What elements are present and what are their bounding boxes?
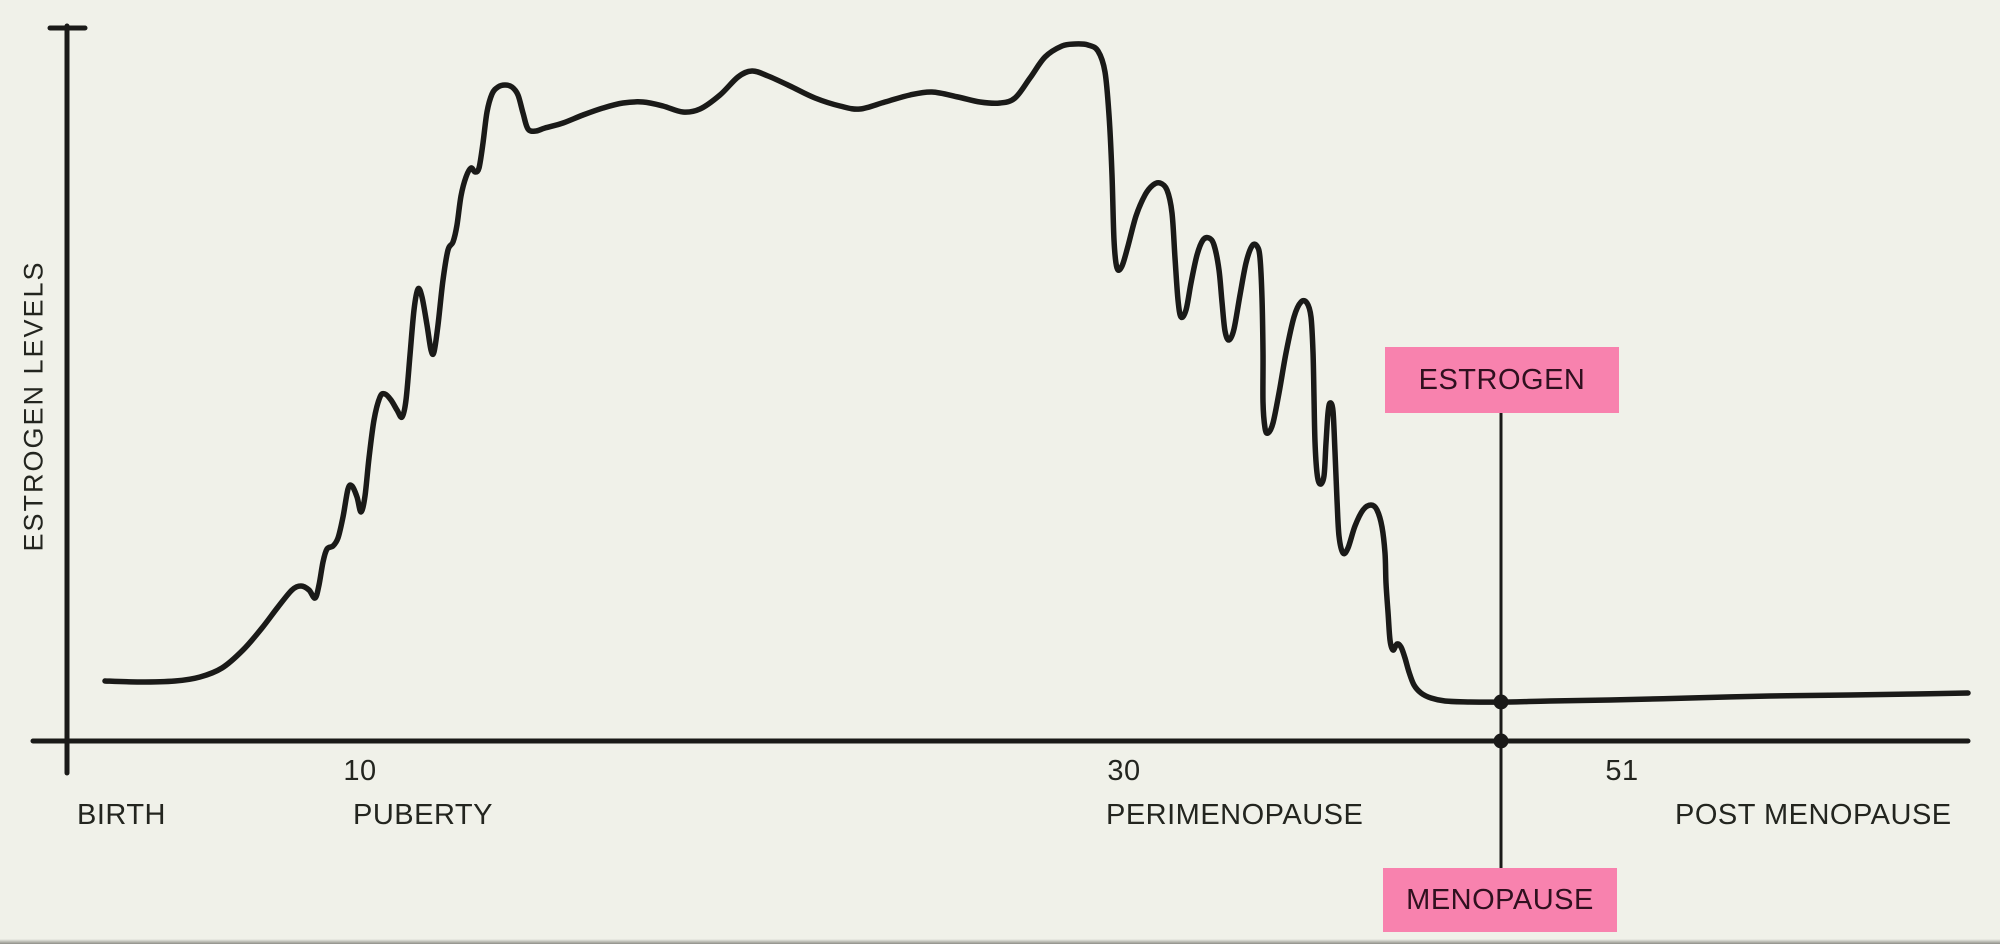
axis-marker-dot	[1493, 733, 1509, 749]
stage-label: PUBERTY	[353, 799, 493, 831]
estrogen-curve	[102, 41, 1971, 705]
stage-label: PERIMENOPAUSE	[1106, 799, 1364, 831]
estrogen-tag: ESTROGEN	[1385, 347, 1619, 413]
x-tick-label: 10	[343, 755, 377, 787]
curve-marker-dot	[1493, 694, 1509, 710]
x-tick-label: 30	[1107, 755, 1141, 787]
menopause-tag: MENOPAUSE	[1383, 868, 1617, 932]
y-axis-title: ESTROGEN LEVELS	[18, 260, 49, 552]
stage-label: BIRTH	[77, 799, 166, 831]
x-tick-label: 51	[1605, 755, 1639, 787]
bottom-edge-shadow	[0, 939, 2000, 944]
stage-label: POST MENOPAUSE	[1675, 799, 1952, 831]
